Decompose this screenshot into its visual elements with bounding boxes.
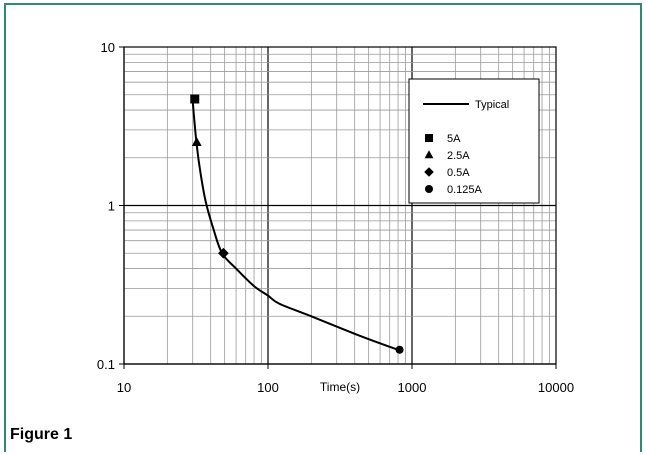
figure-caption: Figure 1	[10, 426, 73, 443]
x-tick-label: 100	[257, 380, 279, 395]
point-0-125a	[395, 345, 404, 354]
legend-swatch-0-125a	[425, 185, 433, 193]
point-2-5a	[191, 137, 202, 147]
legend-label-typical: Typical	[475, 99, 509, 111]
x-axis-label: Time(s)	[320, 380, 360, 394]
y-tick-label: 0.1	[97, 357, 115, 372]
x-tick-label: 10000	[538, 380, 574, 395]
y-axis-ticks: 0.1 1 10	[97, 40, 124, 372]
figure-frame	[4, 3, 642, 452]
point-5a	[190, 94, 200, 104]
x-tick-label: 10	[117, 380, 131, 395]
legend-label-0-5a: 0.5A	[447, 167, 470, 179]
legend-label-2-5a: 2.5A	[447, 150, 470, 162]
legend: Typical 5A 2.5A 0.5A 0.125A	[408, 78, 540, 204]
legend-swatch-0-5a	[424, 167, 434, 177]
legend-swatch-2-5a	[424, 150, 434, 159]
legend-swatch-5a	[425, 134, 433, 142]
y-tick-label: 10	[101, 40, 115, 55]
point-0-5a	[217, 247, 229, 259]
series-line-typical	[191, 100, 400, 352]
series	[190, 94, 404, 354]
x-tick-label: 1000	[398, 380, 427, 395]
y-tick-label: 1	[108, 199, 115, 214]
x-axis-ticks: 10 100 1000 10000	[117, 364, 574, 395]
legend-label-5a: 5A	[447, 133, 461, 145]
legend-label-0-125a: 0.125A	[447, 184, 483, 196]
